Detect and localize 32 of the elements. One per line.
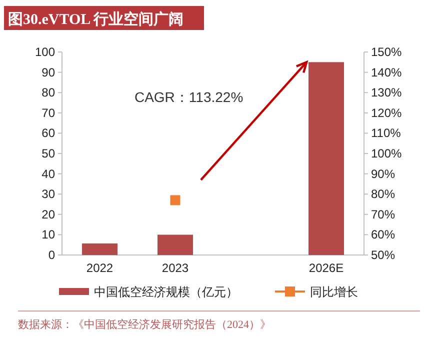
y-tick-label: 20 [42, 207, 56, 222]
y2-tick-label: 50% [371, 248, 396, 262]
y2-tick-label: 150% [371, 45, 402, 59]
x-tick-label: 2026E [308, 261, 344, 275]
legend-label: 中国低空经济规模（亿元） [94, 285, 238, 299]
y-tick-label: 10 [42, 228, 56, 242]
source-note: 数据来源：《中国低空经济发展研究报告（2024）》 [18, 318, 271, 331]
y-tick-label: 90 [42, 65, 56, 80]
y-tick-label: 100 [34, 45, 56, 59]
x-tick-label: 2022 [86, 261, 114, 275]
x-tick-label: 2023 [162, 261, 189, 275]
y-tick-label: 30 [42, 187, 56, 202]
y2-tick-label: 70% [371, 207, 396, 222]
legend-item: 同比增长 [275, 285, 358, 299]
y2-tick-label: 100% [371, 146, 402, 160]
y2-tick-label: 110% [371, 126, 402, 140]
legend-item: 中国低空经济规模（亿元） [59, 285, 238, 299]
y-tick-label: 80 [42, 86, 56, 100]
y-tick-label: 40 [42, 166, 56, 181]
legend-label: 同比增长 [310, 285, 358, 299]
y2-tick-label: 140% [371, 65, 402, 80]
y2-tick-label: 80% [371, 187, 396, 202]
y-tick-label: 70 [42, 106, 56, 120]
y2-tick-label: 120% [371, 106, 402, 120]
y2-tick-label: 60% [371, 228, 396, 242]
chart-title: 图30.eVTOL 行业空间广阔 [8, 10, 184, 28]
y2-tick-label: 130% [371, 86, 402, 100]
y-tick-label: 50 [42, 146, 56, 160]
y2-tick-label: 90% [371, 166, 396, 181]
annotation: CAGR：113.22% [134, 89, 244, 105]
y-tick-label: 0 [48, 248, 56, 262]
y-tick-label: 60 [42, 126, 56, 140]
